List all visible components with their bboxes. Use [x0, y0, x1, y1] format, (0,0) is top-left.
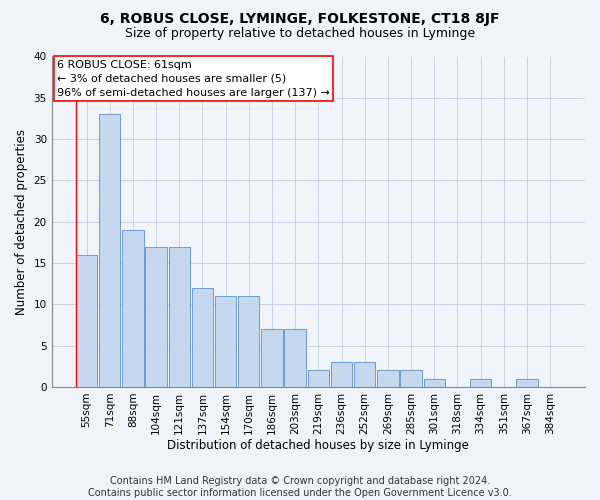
- Bar: [76, 255, 97, 387]
- Bar: [169, 246, 190, 387]
- Bar: [516, 378, 538, 387]
- Bar: [262, 329, 283, 387]
- Bar: [122, 230, 143, 387]
- Bar: [284, 329, 306, 387]
- Bar: [238, 296, 259, 387]
- Bar: [99, 114, 121, 387]
- Bar: [400, 370, 422, 387]
- Bar: [145, 246, 167, 387]
- Bar: [331, 362, 352, 387]
- Bar: [192, 288, 213, 387]
- Y-axis label: Number of detached properties: Number of detached properties: [15, 128, 28, 314]
- Bar: [377, 370, 398, 387]
- Bar: [470, 378, 491, 387]
- Bar: [354, 362, 376, 387]
- Text: Contains HM Land Registry data © Crown copyright and database right 2024.
Contai: Contains HM Land Registry data © Crown c…: [88, 476, 512, 498]
- Bar: [308, 370, 329, 387]
- Text: 6 ROBUS CLOSE: 61sqm
← 3% of detached houses are smaller (5)
96% of semi-detache: 6 ROBUS CLOSE: 61sqm ← 3% of detached ho…: [57, 60, 330, 98]
- Text: 6, ROBUS CLOSE, LYMINGE, FOLKESTONE, CT18 8JF: 6, ROBUS CLOSE, LYMINGE, FOLKESTONE, CT1…: [100, 12, 500, 26]
- X-axis label: Distribution of detached houses by size in Lyminge: Distribution of detached houses by size …: [167, 440, 469, 452]
- Bar: [424, 378, 445, 387]
- Bar: [215, 296, 236, 387]
- Text: Size of property relative to detached houses in Lyminge: Size of property relative to detached ho…: [125, 28, 475, 40]
